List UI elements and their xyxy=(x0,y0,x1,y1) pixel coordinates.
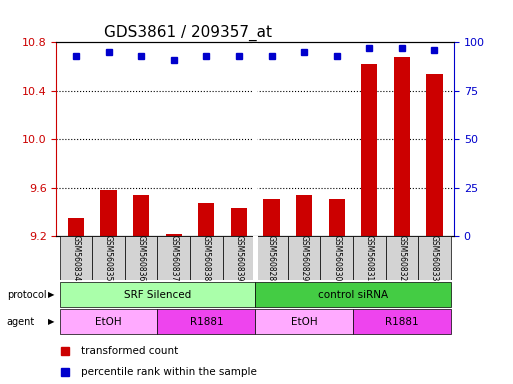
Bar xyxy=(252,236,258,280)
Bar xyxy=(328,199,345,236)
Text: GSM560839: GSM560839 xyxy=(234,235,244,281)
Bar xyxy=(255,282,451,308)
Bar xyxy=(101,190,117,236)
Text: GSM560830: GSM560830 xyxy=(332,235,341,281)
Bar xyxy=(296,195,312,236)
Text: EtOH: EtOH xyxy=(95,317,122,327)
Text: percentile rank within the sample: percentile rank within the sample xyxy=(81,367,257,377)
Bar xyxy=(321,236,353,280)
Bar xyxy=(68,218,84,236)
Text: GSM560831: GSM560831 xyxy=(365,235,374,281)
Text: GSM560836: GSM560836 xyxy=(136,235,146,281)
Bar xyxy=(198,204,214,236)
Bar xyxy=(361,64,378,236)
Bar xyxy=(393,57,410,236)
Bar xyxy=(353,309,451,334)
Bar xyxy=(157,236,190,280)
Bar xyxy=(157,309,255,334)
Text: ▶: ▶ xyxy=(48,290,54,300)
Bar xyxy=(231,208,247,236)
Bar xyxy=(166,234,182,236)
Text: GSM560835: GSM560835 xyxy=(104,235,113,281)
Bar xyxy=(426,74,443,236)
Text: R1881: R1881 xyxy=(385,317,419,327)
Text: protocol: protocol xyxy=(7,290,46,300)
Bar xyxy=(190,236,223,280)
Text: GSM560837: GSM560837 xyxy=(169,235,178,281)
Bar xyxy=(223,236,255,280)
Text: control siRNA: control siRNA xyxy=(318,290,388,300)
Bar xyxy=(263,199,280,236)
Bar xyxy=(288,236,321,280)
Bar xyxy=(133,195,149,236)
Text: transformed count: transformed count xyxy=(81,346,179,356)
Text: GSM560829: GSM560829 xyxy=(300,235,309,281)
Text: R1881: R1881 xyxy=(189,317,223,327)
Text: GSM560833: GSM560833 xyxy=(430,235,439,281)
Bar xyxy=(60,309,157,334)
Text: GSM560832: GSM560832 xyxy=(398,235,406,281)
Bar xyxy=(60,282,255,308)
Text: agent: agent xyxy=(7,317,35,327)
Text: ▶: ▶ xyxy=(48,317,54,326)
Bar xyxy=(386,236,418,280)
Bar xyxy=(353,236,386,280)
Text: SRF Silenced: SRF Silenced xyxy=(124,290,191,300)
Bar xyxy=(255,309,353,334)
Bar xyxy=(255,236,288,280)
Bar xyxy=(418,236,451,280)
Text: GSM560828: GSM560828 xyxy=(267,235,276,281)
Text: GSM560834: GSM560834 xyxy=(71,235,81,281)
Bar xyxy=(92,236,125,280)
Bar xyxy=(125,236,157,280)
Bar xyxy=(60,236,92,280)
Text: EtOH: EtOH xyxy=(291,317,318,327)
Text: GDS3861 / 209357_at: GDS3861 / 209357_at xyxy=(104,25,272,41)
Text: GSM560838: GSM560838 xyxy=(202,235,211,281)
